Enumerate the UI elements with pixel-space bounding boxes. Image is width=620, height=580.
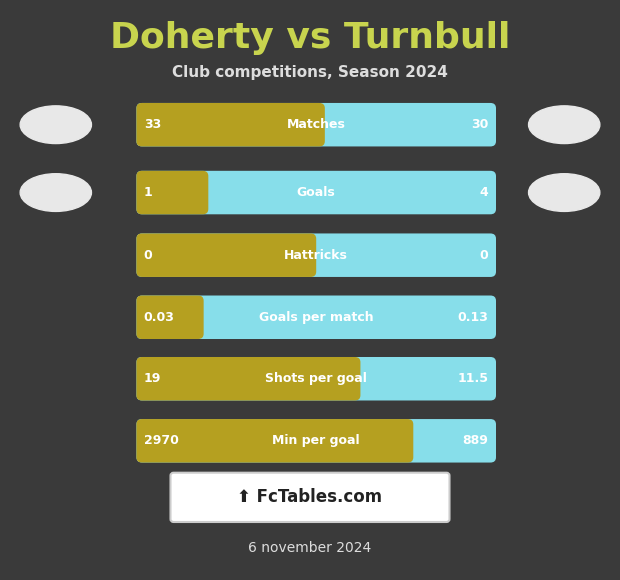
Text: Hattricks: Hattricks	[284, 249, 348, 262]
Text: Shots per goal: Shots per goal	[265, 372, 367, 385]
Text: 30: 30	[471, 118, 489, 131]
Text: Min per goal: Min per goal	[272, 434, 360, 447]
Text: Doherty vs Turnbull: Doherty vs Turnbull	[110, 21, 510, 55]
Text: Club competitions, Season 2024: Club competitions, Season 2024	[172, 65, 448, 80]
Text: 0: 0	[480, 249, 489, 262]
Ellipse shape	[20, 106, 92, 144]
Ellipse shape	[529, 106, 600, 144]
Text: 6 november 2024: 6 november 2024	[249, 541, 371, 555]
FancyBboxPatch shape	[136, 233, 316, 277]
FancyBboxPatch shape	[170, 473, 450, 522]
FancyBboxPatch shape	[136, 233, 496, 277]
FancyBboxPatch shape	[136, 171, 208, 214]
Text: 0.03: 0.03	[144, 311, 175, 324]
Ellipse shape	[529, 174, 600, 212]
FancyBboxPatch shape	[136, 419, 414, 463]
FancyBboxPatch shape	[136, 296, 203, 339]
FancyBboxPatch shape	[136, 357, 496, 400]
Text: 0: 0	[144, 249, 153, 262]
Text: 33: 33	[144, 118, 161, 131]
Text: ⬆ FcTables.com: ⬆ FcTables.com	[237, 488, 383, 506]
Text: 1: 1	[144, 186, 153, 199]
FancyBboxPatch shape	[136, 103, 496, 146]
Text: Goals: Goals	[297, 186, 335, 199]
FancyBboxPatch shape	[136, 103, 325, 146]
Text: Goals per match: Goals per match	[259, 311, 373, 324]
Text: 11.5: 11.5	[458, 372, 489, 385]
FancyBboxPatch shape	[136, 171, 496, 214]
Text: Matches: Matches	[287, 118, 345, 131]
Ellipse shape	[20, 174, 92, 212]
Text: 19: 19	[144, 372, 161, 385]
Text: 889: 889	[463, 434, 489, 447]
Text: 2970: 2970	[144, 434, 179, 447]
FancyBboxPatch shape	[136, 357, 360, 400]
Text: 4: 4	[480, 186, 489, 199]
Text: 0.13: 0.13	[458, 311, 489, 324]
FancyBboxPatch shape	[136, 296, 496, 339]
FancyBboxPatch shape	[136, 419, 496, 463]
